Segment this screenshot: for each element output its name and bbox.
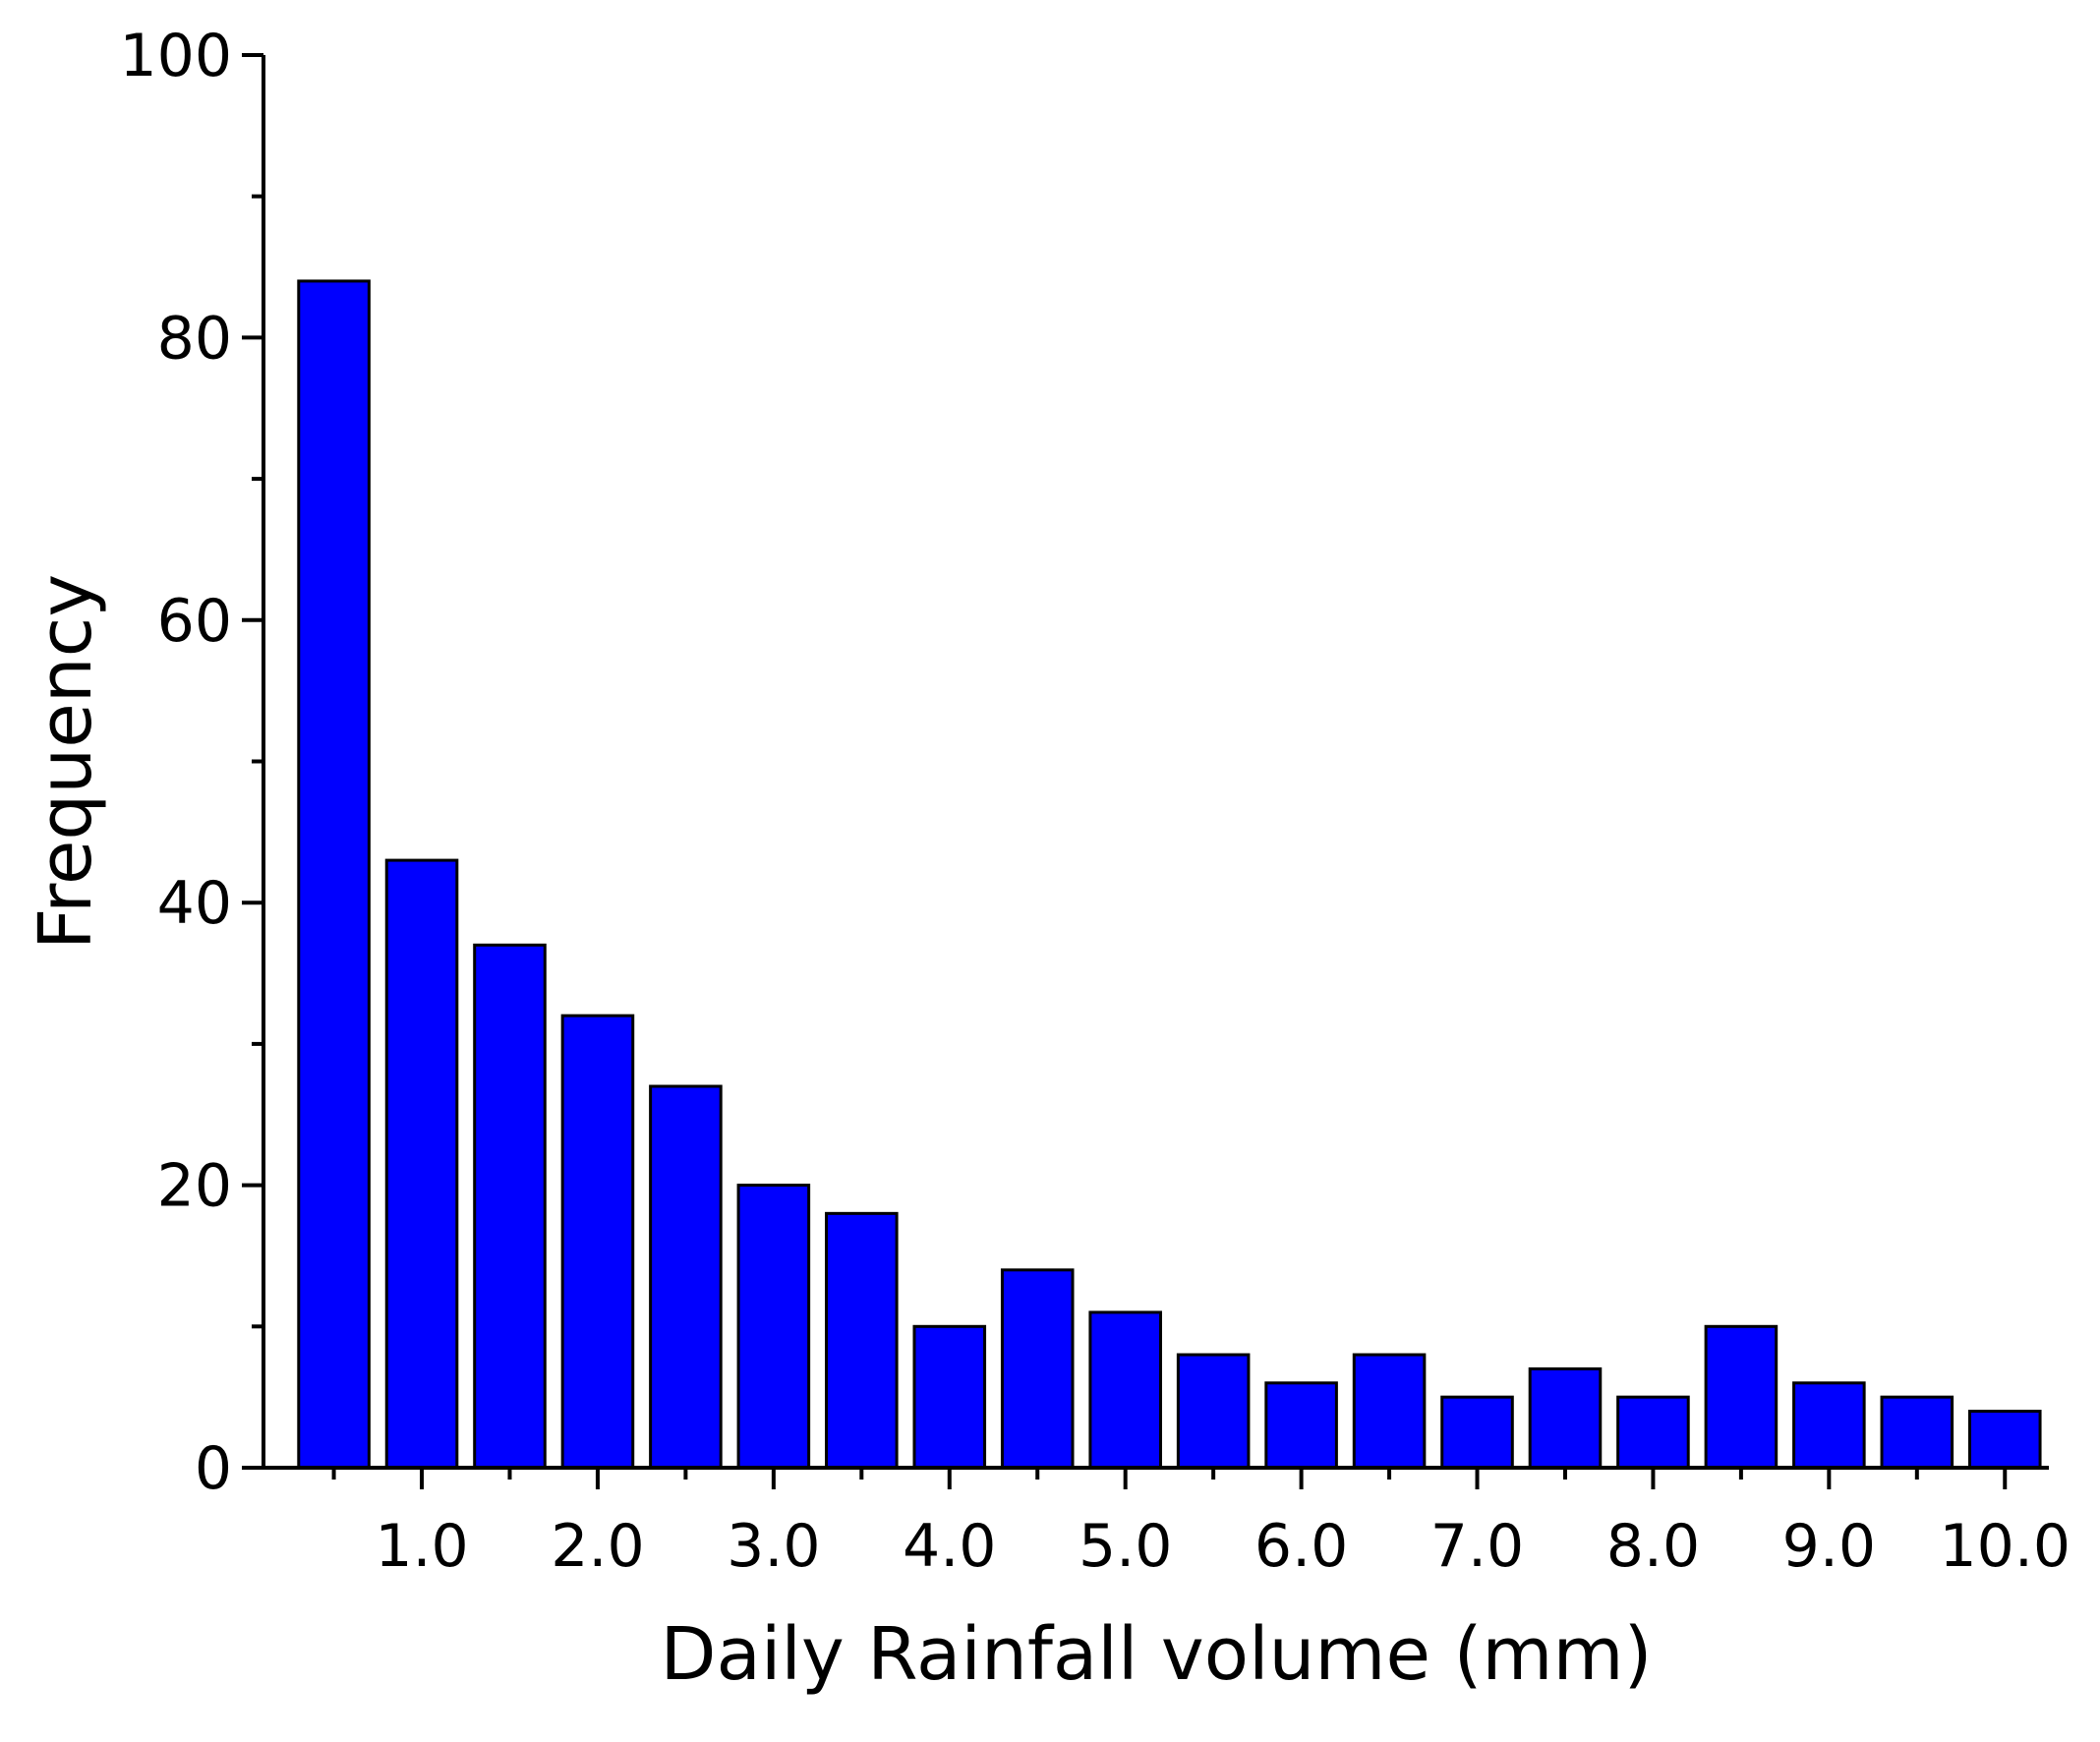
bar — [825, 1211, 899, 1470]
bar — [1088, 1310, 1162, 1470]
x-tick-label: 8.0 — [1606, 1512, 1700, 1581]
y-tick-label: 20 — [157, 1152, 232, 1221]
bar — [649, 1084, 723, 1470]
y-tick-label: 60 — [157, 587, 232, 656]
bar — [736, 1184, 811, 1470]
bar — [1000, 1268, 1075, 1470]
y-tick-label: 0 — [195, 1434, 232, 1503]
bar — [297, 279, 371, 1470]
bar — [1616, 1395, 1690, 1470]
bar — [1704, 1324, 1779, 1470]
x-tick-label: 5.0 — [1079, 1512, 1172, 1581]
bar — [912, 1324, 987, 1470]
y-tick-label: 100 — [119, 22, 232, 90]
x-tick-label: 3.0 — [727, 1512, 820, 1581]
bar — [1352, 1353, 1427, 1470]
x-tick-label: 9.0 — [1782, 1512, 1876, 1581]
bar — [473, 943, 547, 1470]
x-tick-label: 2.0 — [551, 1512, 644, 1581]
bar — [384, 858, 459, 1470]
y-axis-title: Frequency — [24, 574, 108, 950]
x-tick-label: 6.0 — [1254, 1512, 1348, 1581]
x-tick-label: 10.0 — [1939, 1512, 2071, 1581]
x-tick-label: 1.0 — [375, 1512, 468, 1581]
bar — [1176, 1353, 1251, 1470]
x-tick-label: 7.0 — [1430, 1512, 1524, 1581]
bar — [560, 1014, 635, 1470]
bar — [1792, 1381, 1866, 1470]
x-axis-title: Daily Rainfall volume (mm) — [661, 1612, 1653, 1697]
bar — [1440, 1395, 1514, 1470]
y-tick-label: 40 — [157, 869, 232, 938]
y-tick-label: 80 — [157, 304, 232, 373]
bar — [1880, 1395, 1954, 1470]
bar — [1967, 1410, 2042, 1470]
x-tick-label: 4.0 — [903, 1512, 996, 1581]
bar — [1264, 1381, 1338, 1470]
bar — [1528, 1366, 1603, 1470]
